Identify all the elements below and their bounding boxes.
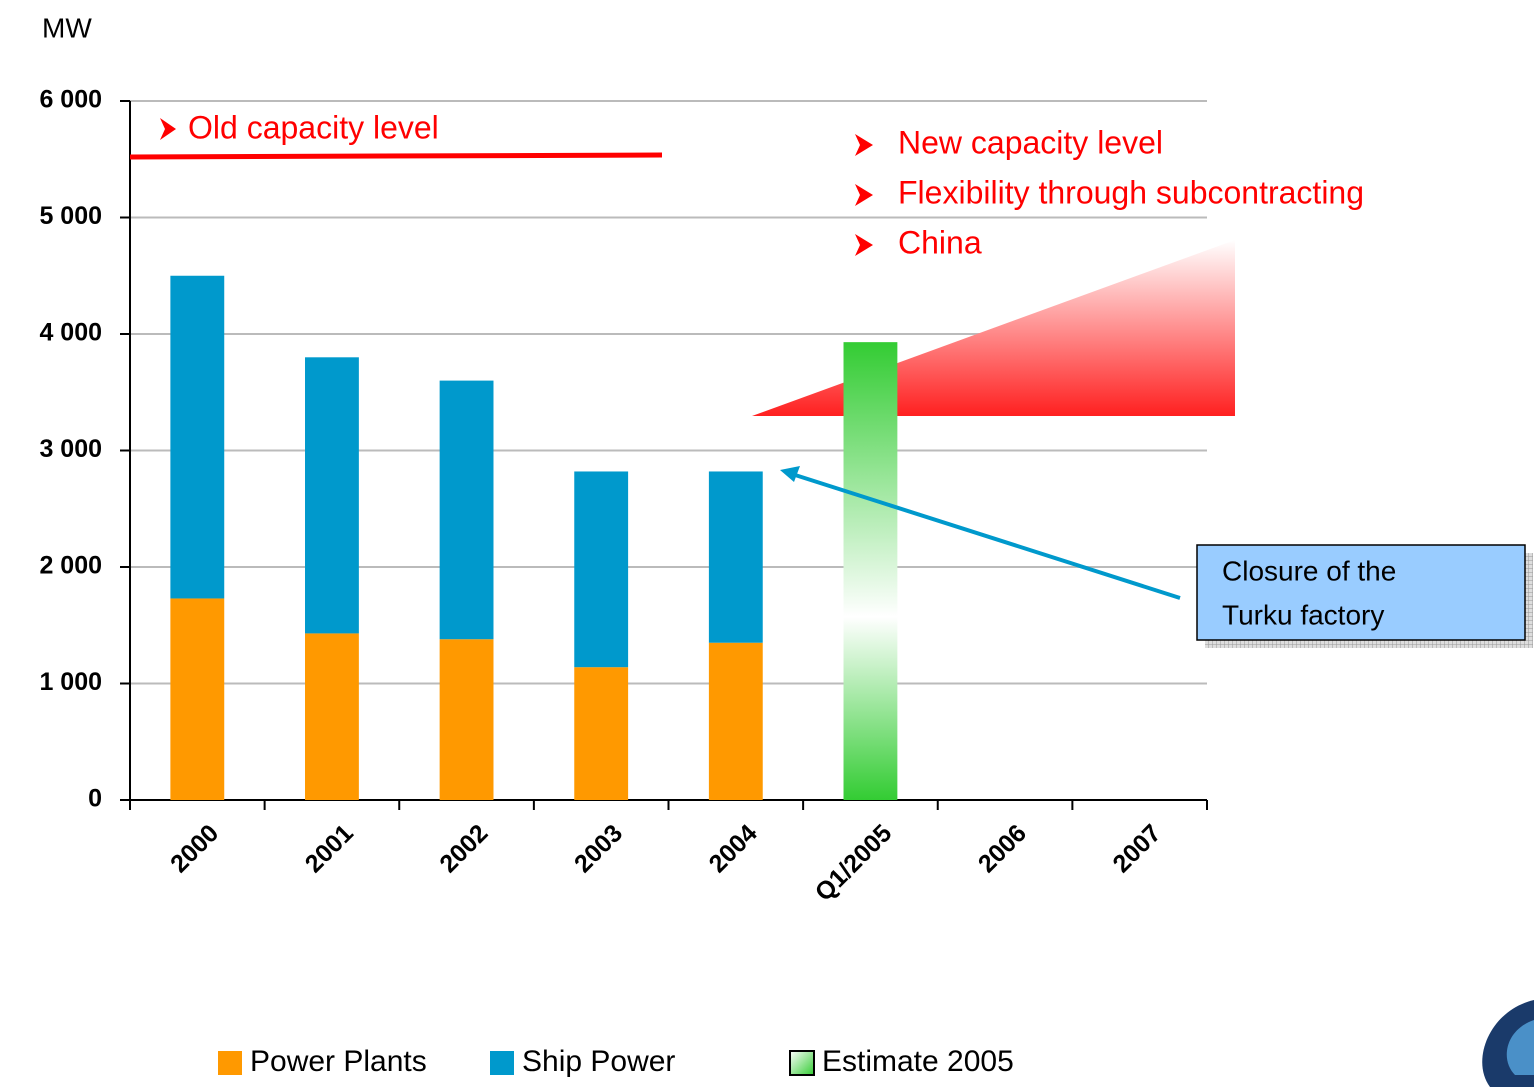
y-tick-label: 1 000 [39,668,102,696]
x-tick-label: 2002 [434,819,493,878]
callout-box [1196,544,1526,641]
x-tick-label: 2000 [165,819,224,878]
legend-label: Power Plants [250,1045,427,1078]
bar [439,380,494,640]
logo [1506,1020,1534,1075]
bullet [855,234,873,256]
bar [708,471,763,643]
bullet [855,184,873,206]
x-tick-label: 2006 [973,819,1032,878]
capacity-wedge [752,240,1235,416]
legend-label: Estimate 2005 [822,1045,1014,1078]
callout-text: Turku factory [1222,599,1384,630]
y-tick-label: 4 000 [39,319,102,347]
bar [843,342,898,800]
arrow [791,472,1181,600]
y-tick-label: 5 000 [39,202,102,230]
bar [574,667,629,800]
y-tick-label: 2 000 [39,552,102,580]
annotation: Old capacity level [188,109,439,145]
bar [170,275,225,599]
old-capacity-line [129,152,663,160]
bar [305,357,359,634]
y-tick-label: 6 000 [39,86,102,114]
x-tick-label: 2003 [569,819,628,878]
y-tick-label: 3 000 [39,435,102,463]
legend-swatch [789,1050,815,1076]
bullet [160,118,176,140]
bar [574,471,629,668]
bar [708,642,763,800]
legend-label: Ship Power [522,1045,675,1078]
x-tick-label: 2007 [1107,819,1166,878]
y-tick-label: 0 [88,785,102,813]
callout-text: Closure of the [1222,555,1396,586]
arrowhead [780,466,800,482]
bullet [855,134,873,156]
legend-swatch [490,1051,514,1075]
bar [170,598,225,800]
bar [439,639,494,800]
x-tick-label: 2004 [704,819,763,878]
x-tick-label: Q1/2005 [810,819,898,907]
annotation: New capacity level [898,124,1163,160]
annotation: China [898,224,982,260]
x-tick-label: 2001 [300,819,359,878]
legend-swatch [218,1051,242,1075]
bar [305,633,359,800]
y-axis-label: MW [42,12,92,43]
annotation: Flexibility through subcontracting [898,174,1364,210]
